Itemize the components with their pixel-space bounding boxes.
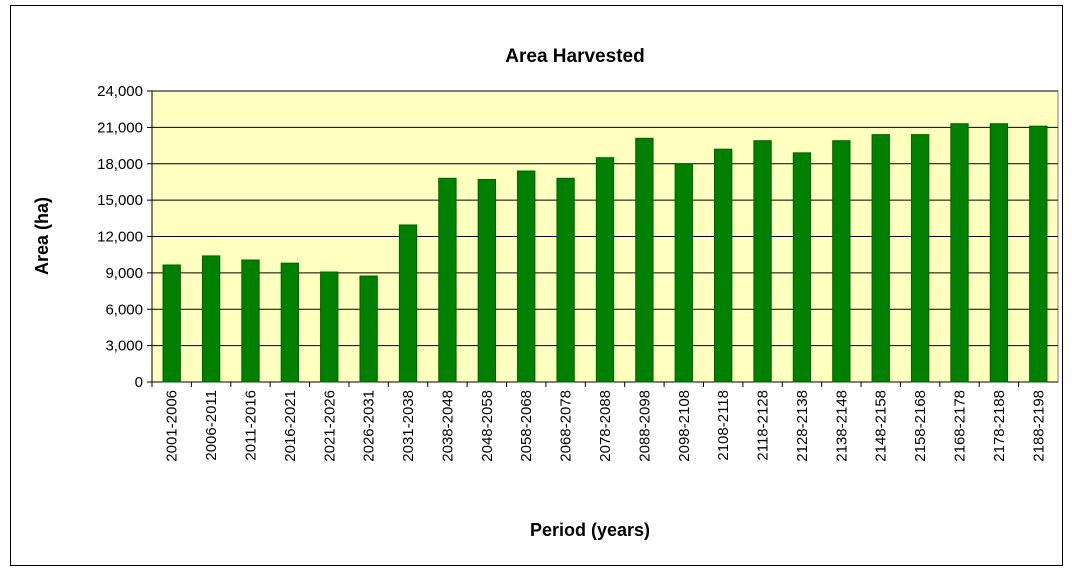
y-tick-label: 21,000 bbox=[97, 119, 143, 136]
y-tick-label: 18,000 bbox=[97, 156, 143, 173]
bar bbox=[1029, 125, 1048, 383]
bar bbox=[595, 157, 615, 383]
bar bbox=[398, 224, 418, 383]
x-tick-label: 2078-2088 bbox=[597, 390, 614, 462]
x-tick-label: 2188-2198 bbox=[1030, 390, 1047, 462]
bar bbox=[871, 134, 890, 383]
bar bbox=[714, 148, 733, 383]
y-tick-label: 12,000 bbox=[97, 229, 143, 246]
bar bbox=[753, 140, 772, 383]
y-axis-title: Area (ha) bbox=[32, 197, 52, 275]
chart-title: Area Harvested bbox=[505, 46, 644, 67]
x-tick-label: 2118-2128 bbox=[755, 390, 772, 461]
x-tick-label: 2098-2108 bbox=[676, 390, 693, 462]
x-tick-label: 2138-2148 bbox=[833, 390, 850, 462]
x-tick-label: 2011-2016 bbox=[242, 390, 259, 461]
bar bbox=[359, 275, 378, 383]
x-tick-label: 2178-2188 bbox=[991, 390, 1008, 462]
x-tick-label: 2148-2158 bbox=[873, 390, 890, 462]
bar bbox=[792, 152, 812, 383]
bar bbox=[517, 170, 536, 383]
bar bbox=[201, 255, 221, 383]
x-axis-title: Period (years) bbox=[530, 520, 650, 540]
x-tick-label: 2026-2031 bbox=[361, 390, 378, 462]
y-tick-label: 6,000 bbox=[105, 301, 143, 318]
bar bbox=[162, 264, 181, 383]
x-tick-label: 2031-2038 bbox=[400, 390, 417, 462]
x-tick-label: 2038-2048 bbox=[439, 390, 456, 462]
bar bbox=[674, 163, 693, 383]
x-tick-label: 2006-2011 bbox=[203, 390, 220, 461]
x-tick-label: 2021-2026 bbox=[321, 390, 338, 462]
y-tick-label: 9,000 bbox=[105, 265, 143, 282]
bar bbox=[280, 262, 300, 383]
bar bbox=[910, 134, 930, 383]
x-tick-label: 2168-2178 bbox=[952, 390, 969, 462]
bar bbox=[950, 123, 969, 383]
y-tick-label: 3,000 bbox=[105, 338, 143, 355]
bar bbox=[241, 259, 260, 383]
bar bbox=[832, 140, 851, 383]
x-tick-label: 2048-2058 bbox=[479, 390, 496, 462]
bar bbox=[477, 179, 496, 383]
x-tick-label: 2058-2068 bbox=[518, 390, 535, 462]
bar bbox=[989, 123, 1009, 383]
x-tick-label: 2128-2138 bbox=[794, 390, 811, 462]
y-tick-label: 0 bbox=[135, 374, 143, 391]
x-tick-label: 2158-2168 bbox=[912, 390, 929, 462]
x-tick-label: 2068-2078 bbox=[558, 390, 575, 462]
y-tick-label: 24,000 bbox=[97, 83, 143, 100]
x-tick-label: 2001-2006 bbox=[164, 390, 181, 462]
bar bbox=[438, 177, 457, 383]
bar bbox=[556, 177, 575, 383]
bar bbox=[635, 137, 654, 383]
x-tick-label: 2016-2021 bbox=[282, 390, 299, 462]
y-tick-label: 15,000 bbox=[97, 192, 143, 209]
bar bbox=[320, 271, 339, 383]
x-tick-label: 2108-2118 bbox=[715, 390, 732, 461]
x-tick-label: 2088-2098 bbox=[636, 390, 653, 462]
